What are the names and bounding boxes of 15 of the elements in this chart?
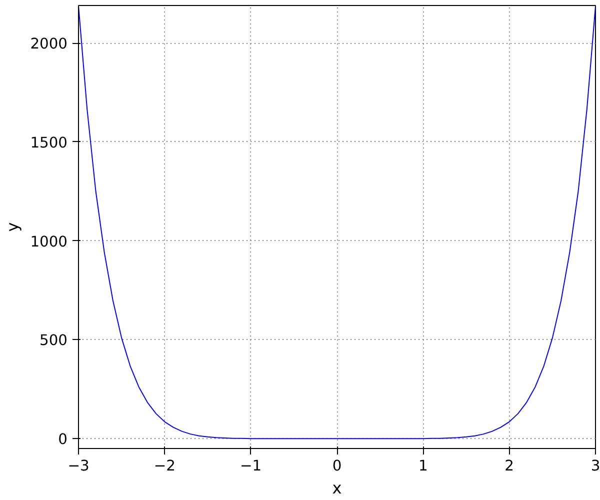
x-tick-label: −1 (240, 458, 262, 474)
y-tick-label: 1000 (30, 233, 68, 250)
y-tick-label: 0 (58, 431, 68, 448)
x-tick-label: −3 (68, 458, 90, 474)
line-series (78, 6, 596, 440)
x-tick-label: 3 (590, 458, 600, 474)
x-tick-label: 0 (332, 458, 342, 474)
y-tick-label: 500 (40, 332, 68, 350)
x-tick-label: 2 (504, 458, 514, 474)
x-axis-title: x (332, 478, 342, 498)
x-tick-label: 1 (418, 458, 428, 474)
y-tick-label: 1500 (30, 134, 68, 152)
y-axis-title: y (3, 222, 22, 232)
x-tick-label: −2 (154, 458, 176, 474)
y-tick-label: 2000 (30, 36, 68, 53)
